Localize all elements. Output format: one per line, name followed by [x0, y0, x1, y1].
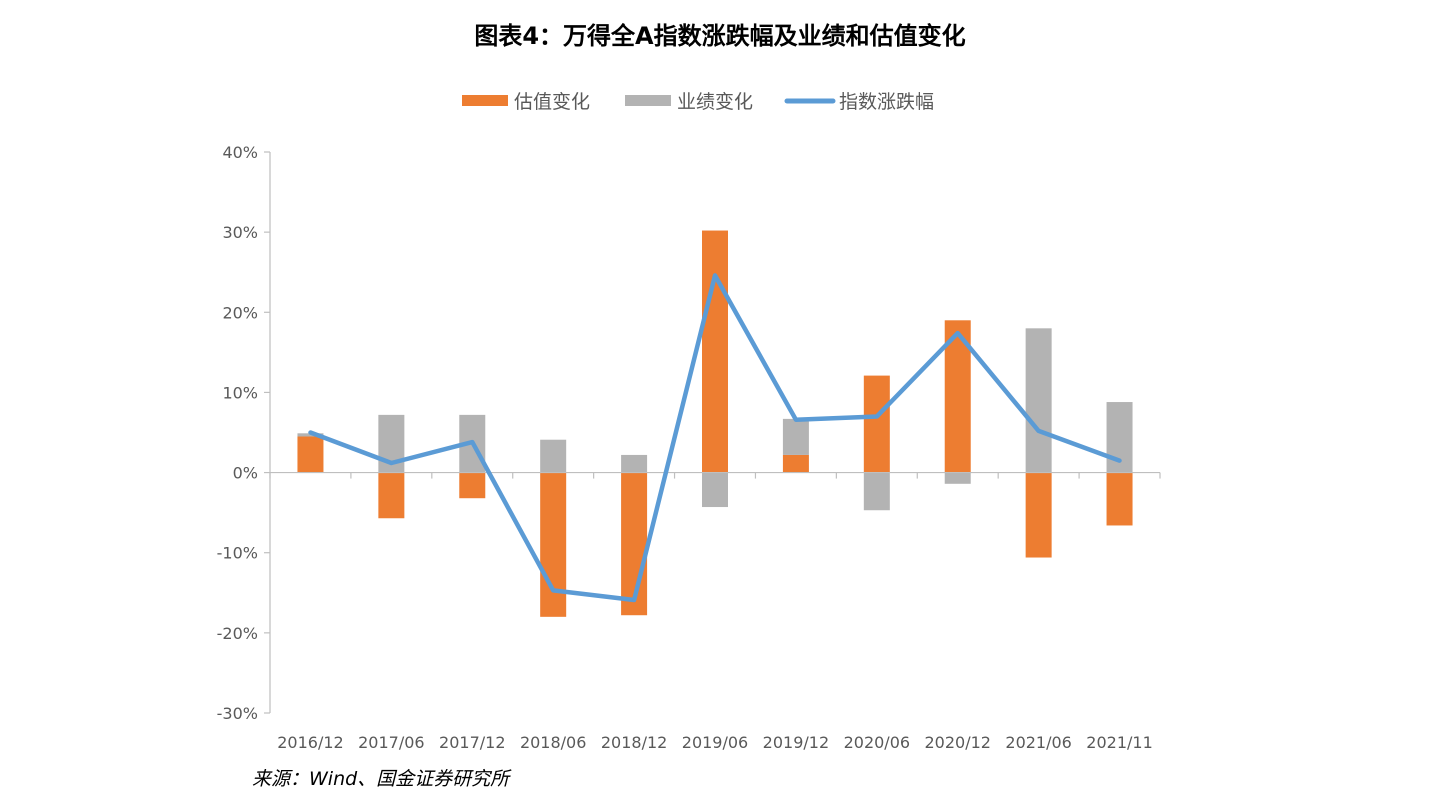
index-change-point: [1037, 429, 1041, 433]
y-tick-label: 20%: [222, 303, 258, 322]
y-tick-label: -30%: [217, 704, 258, 723]
x-tick-label: 2017/06: [358, 733, 424, 752]
bar-valuation: [1025, 472, 1052, 558]
x-tick-label: 2021/06: [1005, 733, 1071, 752]
x-tick-label: 2019/06: [682, 733, 748, 752]
bar-valuation: [297, 436, 324, 473]
bar-valuation: [378, 472, 405, 519]
legend-swatch: [462, 95, 508, 106]
bars: [297, 230, 1133, 617]
y-tick-label: 40%: [222, 143, 258, 162]
index-change-point: [875, 414, 879, 418]
bar-earnings: [944, 472, 971, 484]
bar-earnings: [702, 472, 728, 508]
bar-earnings: [1025, 328, 1052, 473]
bar-earnings: [782, 418, 809, 455]
index-change-point: [632, 598, 636, 602]
legend-item-valuation: 估值变化: [462, 91, 590, 113]
x-tick-label: 2021/11: [1086, 733, 1152, 752]
y-tick-label: 30%: [222, 223, 258, 242]
index-change-point: [470, 440, 474, 444]
source-note: 来源：Wind、国金证券研究所: [252, 768, 510, 790]
bar-earnings: [621, 454, 648, 473]
legend-item-earnings: 业绩变化: [625, 91, 753, 113]
legend-item-index: 指数涨跌幅: [784, 91, 934, 113]
bar-valuation: [702, 230, 728, 473]
x-axis-labels: 2016/12 2017/06 2017/12 2018/06 2018/12 2019/…: [277, 733, 1153, 752]
x-tick-label: 2019/12: [763, 733, 829, 752]
zero-axis: [269, 471, 1161, 479]
y-tick-label: -20%: [217, 624, 258, 643]
y-tick-label: 0%: [233, 464, 258, 483]
y-tick-label: -10%: [217, 544, 258, 563]
bar-valuation: [1106, 472, 1133, 526]
x-tick-label: 2017/12: [439, 733, 505, 752]
x-tick-label: 2016/12: [277, 733, 343, 752]
bar-earnings: [297, 433, 324, 437]
legend-label: 指数涨跌幅: [839, 91, 934, 113]
bar-valuation: [782, 454, 809, 473]
index-change-point: [713, 273, 717, 277]
index-change-point: [389, 461, 393, 465]
x-tick-label: 2018/12: [601, 733, 667, 752]
line-series: [308, 273, 1122, 603]
legend-label: 业绩变化: [677, 91, 753, 113]
bar-valuation: [540, 472, 567, 617]
x-tick-label: 2020/12: [924, 733, 990, 752]
index-change-point: [1118, 459, 1122, 463]
legend-label: 估值变化: [514, 91, 590, 113]
index-change-point: [308, 431, 312, 434]
bar-earnings: [863, 472, 890, 511]
axes: 40% 30% 20% 10% 0% -10% -20% -30%: [217, 143, 271, 723]
legend: 估值变化 业绩变化 指数涨跌幅: [462, 91, 934, 113]
index-change-point: [956, 331, 960, 335]
x-tick-label: 2020/06: [844, 733, 910, 752]
x-tick-label: 2018/06: [520, 733, 586, 752]
bar-earnings: [540, 439, 567, 473]
index-change-point: [794, 418, 798, 422]
index-change-point: [551, 588, 555, 592]
bar-valuation: [459, 472, 486, 499]
bar-valuation: [863, 375, 890, 473]
y-tick-label: 10%: [222, 383, 258, 402]
legend-swatch: [625, 95, 671, 106]
chart-title: 图表4：万得全A指数涨跌幅及业绩和估值变化: [474, 22, 966, 50]
